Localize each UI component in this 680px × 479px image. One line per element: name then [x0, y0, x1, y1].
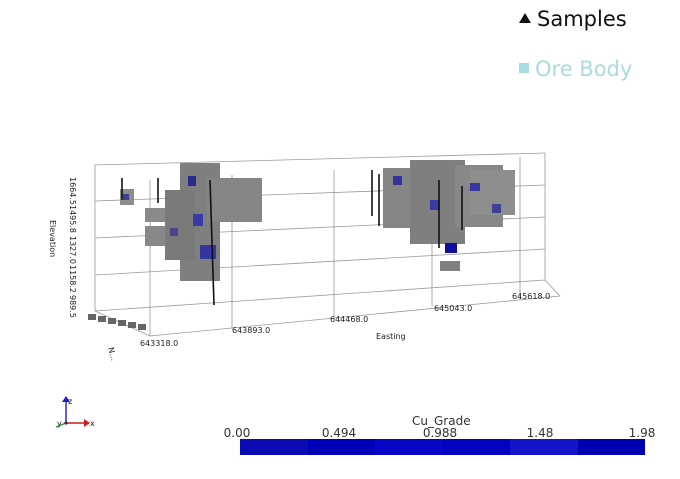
ore-body-right: [383, 160, 515, 271]
colorbar-tick-2: 0.494: [321, 426, 357, 440]
legend-samples: Samples: [519, 6, 627, 32]
easting-tick-4: 645043.0: [434, 304, 472, 313]
sample-traces: [121, 170, 463, 306]
easting-tick-5: 645618.0: [512, 292, 550, 301]
colorbar-segment: [442, 439, 510, 455]
colorbar-tick-1: 0.00: [223, 426, 251, 440]
colorbar-segment: [307, 439, 375, 455]
colorbar-segment: [240, 439, 308, 455]
elevation-tick-2: 1495.8: [68, 205, 77, 233]
easting-tick-2: 643893.0: [232, 326, 270, 335]
square-icon: [519, 63, 529, 73]
northing-ticks: N...: [88, 314, 146, 362]
easting-axis-label: Easting: [376, 332, 406, 341]
legend-samples-label: Samples: [537, 7, 627, 31]
orientation-z-label: z: [68, 397, 72, 406]
colorbar-tick-3: 0.988: [422, 426, 458, 440]
colorbar-segment: [577, 439, 645, 455]
orientation-y-label: y: [57, 419, 62, 428]
colorbar: [240, 439, 645, 455]
easting-tick-3: 644468.0: [330, 315, 368, 324]
easting-ticks: 643318.0 643893.0 644468.0 645043.0 6456…: [140, 292, 550, 348]
colorbar-tick-5: 1.98: [628, 426, 656, 440]
easting-tick-1: 643318.0: [140, 339, 178, 348]
triangle-icon: [519, 13, 531, 23]
orientation-axes: z x y: [55, 396, 95, 428]
colorbar-segment: [510, 439, 578, 455]
elevation-tick-1: 1664.5: [68, 177, 77, 205]
elevation-tick-4: 1158.2: [68, 265, 77, 293]
orientation-x-label: x: [90, 419, 95, 428]
legend-ore-body: Ore Body: [519, 56, 632, 82]
colorbar-title: Cu_Grade: [412, 414, 471, 428]
colorbar-segment: [375, 439, 443, 455]
ore-body-left: [120, 163, 262, 281]
elevation-tick-3: 1327.0: [68, 236, 77, 264]
northing-axis-label: N...: [106, 346, 118, 361]
legend-ore-label: Ore Body: [535, 57, 633, 81]
elevation-ticks: 1664.5 1495.8 1327.0 1158.2 989.5 Elevat…: [48, 177, 77, 318]
elevation-tick-5: 989.5: [68, 295, 77, 318]
colorbar-tick-4: 1.48: [526, 426, 554, 440]
elevation-axis-label: Elevation: [48, 220, 57, 257]
